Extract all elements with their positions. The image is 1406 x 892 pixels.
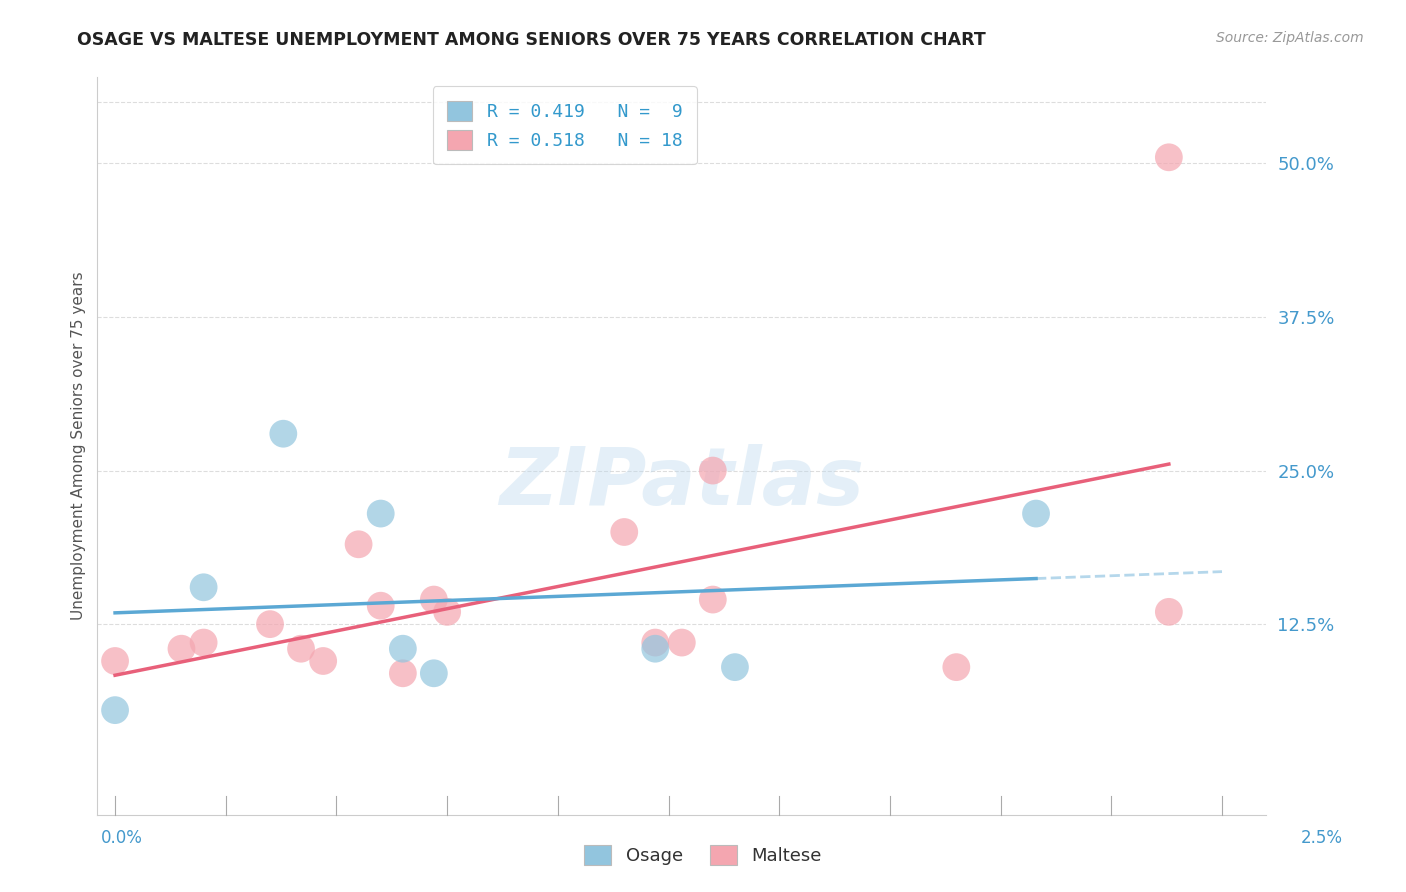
Point	[312, 654, 335, 668]
Point	[193, 580, 215, 594]
Legend: Osage, Maltese: Osage, Maltese	[575, 836, 831, 874]
Point	[193, 635, 215, 649]
Point	[104, 703, 127, 717]
Point	[104, 654, 127, 668]
Point	[1025, 507, 1047, 521]
Point	[259, 617, 281, 632]
Point	[1157, 605, 1180, 619]
Point	[644, 635, 666, 649]
Text: OSAGE VS MALTESE UNEMPLOYMENT AMONG SENIORS OVER 75 YEARS CORRELATION CHART: OSAGE VS MALTESE UNEMPLOYMENT AMONG SENI…	[77, 31, 986, 49]
Point	[1157, 150, 1180, 164]
Y-axis label: Unemployment Among Seniors over 75 years: Unemployment Among Seniors over 75 years	[72, 272, 86, 620]
Point	[392, 641, 415, 656]
Point	[273, 426, 295, 441]
Point	[370, 599, 392, 613]
Text: ZIPatlas: ZIPatlas	[499, 444, 865, 522]
Point	[392, 666, 415, 681]
Point	[423, 666, 446, 681]
Point	[945, 660, 967, 674]
Point	[613, 524, 636, 539]
Legend: R = 0.419   N =  9, R = 0.518   N = 18: R = 0.419 N = 9, R = 0.518 N = 18	[433, 87, 697, 164]
Point	[436, 605, 458, 619]
Point	[423, 592, 446, 607]
Point	[347, 537, 370, 551]
Text: 0.0%: 0.0%	[101, 829, 143, 847]
Text: Source: ZipAtlas.com: Source: ZipAtlas.com	[1216, 31, 1364, 45]
Text: 2.5%: 2.5%	[1301, 829, 1343, 847]
Point	[370, 507, 392, 521]
Point	[702, 592, 724, 607]
Point	[702, 464, 724, 478]
Point	[644, 641, 666, 656]
Point	[290, 641, 312, 656]
Point	[724, 660, 747, 674]
Point	[671, 635, 693, 649]
Point	[170, 641, 193, 656]
